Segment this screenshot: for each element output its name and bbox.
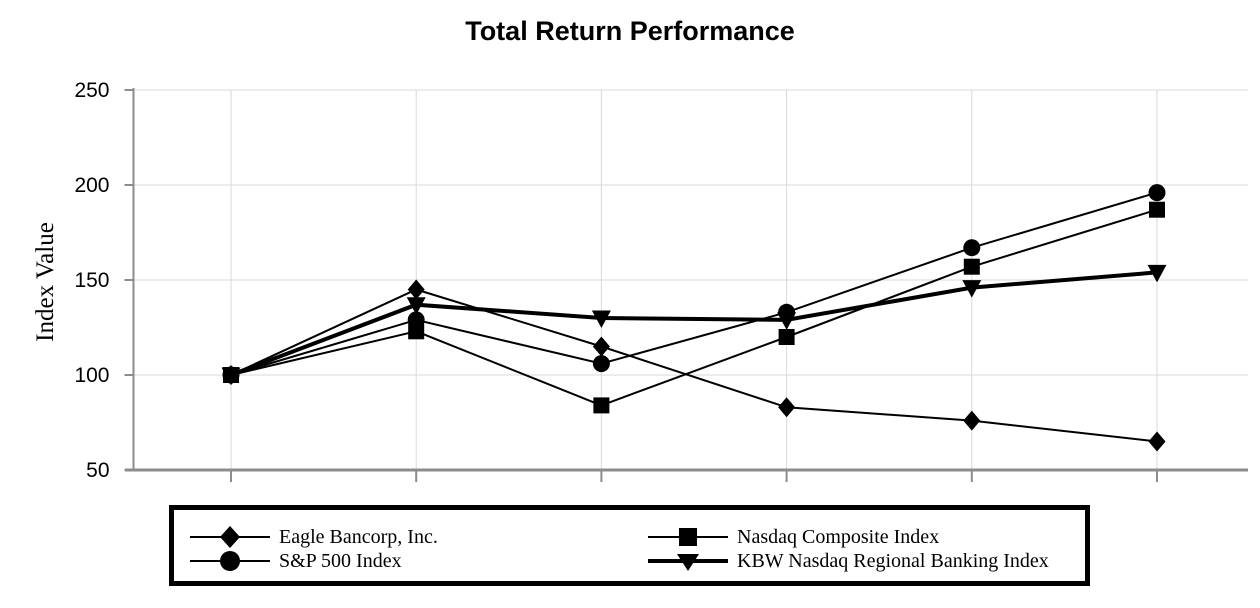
circle-data-marker	[592, 355, 610, 373]
diamond-data-marker	[1148, 431, 1166, 452]
legend-box: Eagle Bancorp, Inc. S&P 500 Index Nasdaq…	[169, 505, 1090, 586]
square-data-marker	[408, 323, 425, 340]
square-data-marker	[1149, 201, 1165, 218]
series-line-2	[230, 208, 1158, 407]
triangle-down-data-marker	[962, 280, 982, 298]
triangle-down-data-marker	[406, 297, 426, 315]
legend-label: KBW Nasdaq Regional Banking Index	[737, 549, 1049, 572]
series-line-1	[230, 191, 1158, 376]
series-line-0	[230, 288, 1158, 443]
diamond-marker-icon	[190, 526, 270, 548]
diamond-data-marker	[592, 336, 610, 357]
y-axis-tick-label: 100	[74, 364, 109, 387]
square-data-marker	[223, 367, 239, 383]
legend-label: Nasdaq Composite Index	[737, 525, 940, 548]
diamond-data-marker	[407, 279, 425, 300]
series-line-3	[230, 270, 1158, 377]
circle-data-marker	[1148, 184, 1166, 202]
y-axis-tick-label: 50	[86, 459, 109, 482]
circle-marker-icon	[190, 551, 270, 571]
square-data-marker	[963, 258, 980, 275]
triangle-down-marker-icon	[648, 554, 728, 571]
legend-item-nasdaq-composite: Nasdaq Composite Index	[648, 525, 1085, 549]
triangle-down-data-marker	[1147, 264, 1167, 283]
y-axis-tick-label: 200	[74, 174, 109, 197]
square-marker-icon	[648, 528, 728, 546]
diamond-data-marker	[963, 410, 981, 431]
legend-item-kbw-regional-banking: KBW Nasdaq Regional Banking Index	[648, 549, 1085, 573]
legend-label: Eagle Bancorp, Inc.	[279, 525, 438, 548]
triangle-down-data-marker	[591, 310, 611, 328]
circle-data-marker	[963, 239, 981, 257]
y-axis-title-text: Index Value	[32, 222, 59, 342]
y-axis-tick-label: 250	[74, 79, 109, 102]
legend-label: S&P 500 Index	[279, 549, 402, 572]
square-data-marker	[778, 329, 795, 345]
diamond-data-marker	[778, 397, 796, 418]
legend-item-eagle-bancorp: Eagle Bancorp, Inc.	[190, 525, 648, 549]
chart-title: Total Return Performance	[465, 16, 795, 46]
legend-item-sp500: S&P 500 Index	[190, 549, 648, 573]
square-data-marker	[593, 397, 610, 414]
plot-area: 250 200 150 100 50	[74, 79, 1248, 482]
y-axis-tick-label: 150	[74, 269, 109, 292]
circle-data-marker	[778, 303, 796, 321]
